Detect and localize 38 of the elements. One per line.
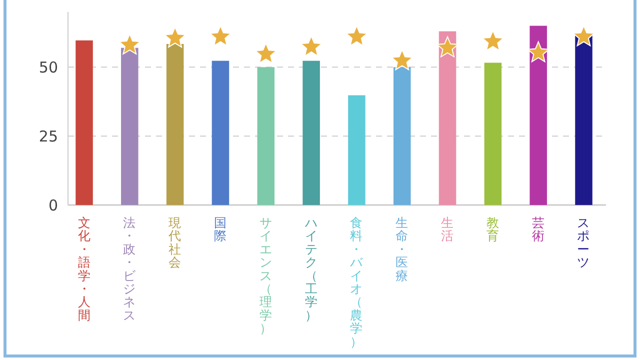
category-label: 食料・バイオ（農学） — [350, 215, 364, 349]
bar — [302, 60, 320, 205]
x-tick-label: ハイテク（工学） — [304, 215, 318, 322]
bar — [166, 44, 184, 205]
point — [164, 26, 186, 48]
bar — [484, 62, 502, 205]
bar — [575, 34, 592, 205]
x-tick-label: 現代社会 — [168, 215, 182, 270]
bar — [530, 26, 547, 205]
x-tick-label: 芸術 — [532, 215, 545, 244]
x-tick-label: スポーツ — [577, 215, 590, 270]
x-tick-label: 教育 — [486, 215, 500, 244]
x-tick-label: 生命・医療 — [396, 215, 409, 283]
bar — [438, 31, 456, 205]
point — [436, 36, 458, 58]
point — [254, 42, 277, 64]
bar — [393, 67, 411, 205]
y-tick-label: 0 — [48, 196, 58, 214]
bar — [212, 60, 230, 205]
point — [391, 49, 414, 70]
point — [527, 41, 550, 62]
x-tick-label: 国際 — [214, 215, 227, 244]
y-tick-label: 50 — [38, 58, 58, 76]
x-tick-label: 法・政・ビジネス — [123, 215, 138, 322]
bar — [76, 40, 93, 205]
point — [482, 30, 504, 51]
bar — [257, 67, 275, 205]
point — [300, 36, 322, 56]
bar — [121, 48, 138, 205]
x-tick-label: 生活 — [441, 215, 454, 244]
x-tick-label: 文化・語学・人間 — [78, 215, 91, 322]
category-label: サイエンス（理学） — [259, 215, 272, 336]
point — [346, 25, 368, 46]
bar — [348, 95, 366, 205]
point — [210, 25, 232, 46]
point — [118, 34, 141, 54]
y-tick-label: 25 — [38, 127, 58, 146]
point — [572, 25, 595, 46]
